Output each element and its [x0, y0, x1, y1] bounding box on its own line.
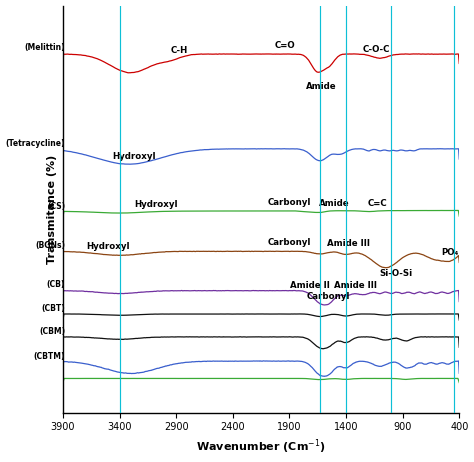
Text: Hydroxyl: Hydroxyl — [134, 200, 178, 209]
Text: (Tetracycline): (Tetracycline) — [6, 139, 65, 148]
Text: C=O: C=O — [274, 41, 295, 50]
Text: Carbonyl: Carbonyl — [306, 292, 350, 301]
Text: C-O-C: C-O-C — [363, 45, 390, 55]
Y-axis label: Transmitance (%): Transmitance (%) — [47, 154, 57, 264]
Text: C=C: C=C — [368, 199, 388, 207]
Text: (Melittin): (Melittin) — [25, 43, 65, 51]
Text: Amide: Amide — [319, 199, 350, 208]
Text: Amide III: Amide III — [327, 239, 370, 248]
Text: (CB): (CB) — [47, 280, 65, 289]
X-axis label: Wavenumber (Cm$^{-1}$): Wavenumber (Cm$^{-1}$) — [196, 438, 326, 456]
Text: Hydroxyl: Hydroxyl — [86, 242, 130, 251]
Text: Amide II: Amide II — [290, 280, 330, 290]
Text: Amide: Amide — [306, 82, 337, 91]
Text: Carbonyl: Carbonyl — [268, 238, 311, 247]
Text: C-H: C-H — [171, 46, 188, 55]
Text: (CBT): (CBT) — [41, 304, 65, 313]
Text: (CBM): (CBM) — [39, 327, 65, 336]
Text: Carbonyl: Carbonyl — [268, 198, 311, 207]
Text: (BGNs): (BGNs) — [35, 241, 65, 250]
Text: Amide III: Amide III — [334, 281, 376, 290]
Text: Si-O-Si: Si-O-Si — [379, 269, 412, 278]
Text: Hydroxyl: Hydroxyl — [112, 152, 156, 161]
Text: (CS): (CS) — [47, 202, 65, 211]
Text: (CBTM): (CBTM) — [34, 352, 65, 361]
Text: PO₄: PO₄ — [442, 248, 459, 257]
